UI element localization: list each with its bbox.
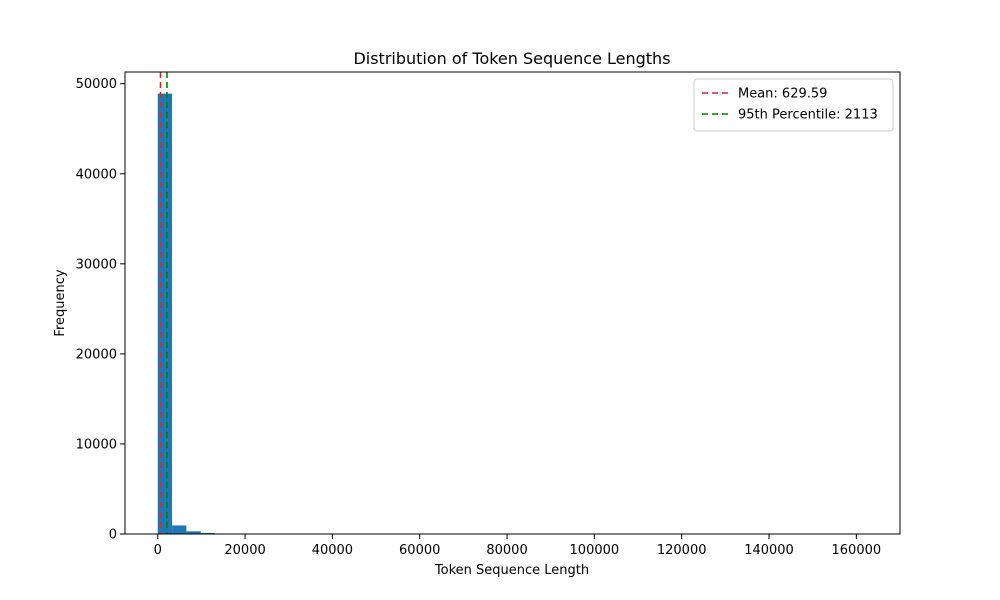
x-tick-label: 100000 [570,543,620,558]
x-tick-label: 80000 [486,543,527,558]
x-tick-label: 120000 [657,543,707,558]
y-tick-label: 50000 [76,77,117,92]
x-tick-label: 160000 [832,543,882,558]
histogram-bar [186,531,201,534]
reference-lines [159,72,168,534]
histogram-bar [200,532,216,534]
x-axis: 0 20000 40000 60000 80000 100000 120000 140000 1… [154,534,882,558]
x-axis-label: Token Sequence Length [434,563,589,578]
y-tick-label: 20000 [76,347,117,362]
y-tick-label: 30000 [76,257,117,272]
x-tick-label: 40000 [312,543,353,558]
plot-frame [124,71,901,535]
legend-box [693,78,894,132]
chart-title: Distribution of Token Sequence Lengths [353,49,670,68]
histogram-bars [157,93,301,534]
y-axis-label: Frequency [53,269,68,336]
legend: Mean: 629.59 95th Percentile: 2113 [693,78,894,132]
legend-label: Mean: 629.59 [738,87,827,102]
y-tick-label: 10000 [76,437,117,452]
y-tick-label: 0 [109,528,117,543]
x-tick-label: 0 [154,543,162,558]
y-tick-label: 40000 [76,167,117,182]
histogram-bar [172,525,187,534]
histogram-bar [157,93,173,534]
x-tick-label: 140000 [744,543,794,558]
x-tick-label: 60000 [399,543,440,558]
legend-label: 95th Percentile: 2113 [738,108,878,123]
x-tick-label: 20000 [224,543,265,558]
y-axis: 0 10000 20000 30000 40000 50000 [76,77,125,543]
